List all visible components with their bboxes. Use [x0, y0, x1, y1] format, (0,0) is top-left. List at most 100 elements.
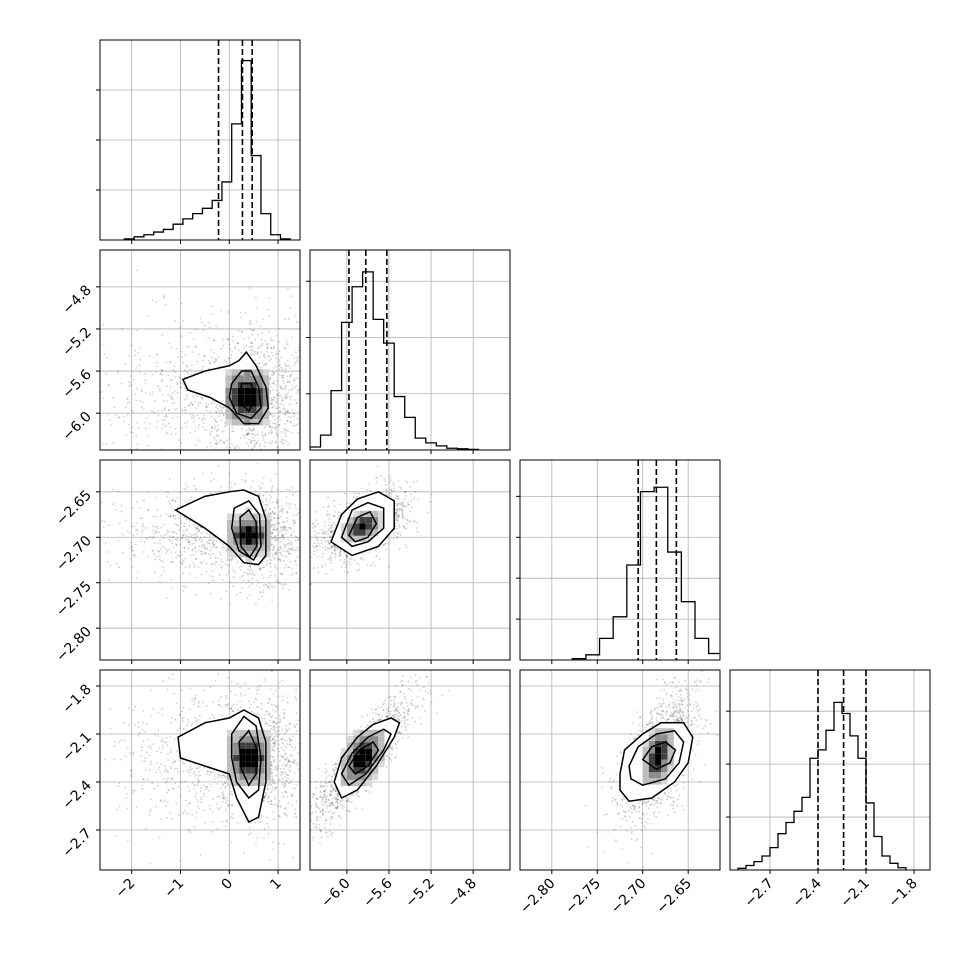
scatter-point [266, 559, 269, 562]
scatter-point [144, 382, 147, 385]
scatter-point [366, 563, 369, 566]
scatter-point [123, 739, 126, 742]
scatter-point [313, 525, 316, 528]
scatter-point [181, 537, 183, 540]
scatter-point [273, 725, 276, 728]
scatter-point [167, 422, 170, 425]
scatter-point [168, 342, 171, 345]
scatter-point [282, 756, 285, 758]
scatter-point [390, 492, 393, 495]
scatter-point [216, 546, 218, 549]
scatter-point [303, 441, 305, 443]
density-block [239, 526, 246, 533]
scatter-point [161, 708, 164, 710]
scatter-point [209, 432, 212, 435]
scatter-point [389, 479, 392, 481]
scatter-point [321, 532, 324, 535]
scatter-point [376, 476, 379, 479]
scatter-point [270, 347, 273, 350]
scatter-point [136, 570, 139, 573]
scatter-point [248, 565, 251, 568]
scatter-point [290, 793, 293, 796]
scatter-point [139, 346, 142, 349]
scatter-point [396, 531, 399, 534]
scatter-point [180, 442, 182, 444]
scatter-point [153, 553, 156, 555]
scatter-point [181, 408, 184, 411]
density-block [225, 406, 232, 413]
scatter-point [240, 351, 243, 354]
scatter-point [336, 559, 338, 561]
scatter-point [389, 488, 392, 491]
scatter-point [271, 756, 274, 758]
scatter-point [310, 583, 313, 585]
scatter-point [161, 545, 164, 547]
density-block [372, 510, 379, 517]
scatter-point [219, 439, 222, 442]
density-block [226, 513, 234, 520]
scatter-point [257, 581, 260, 584]
scatter-point [268, 562, 271, 565]
scatter-point [166, 431, 169, 434]
scatter-point [200, 553, 203, 556]
scatter-point [143, 541, 146, 543]
scatter-point [334, 546, 337, 549]
scatter-point [269, 479, 272, 482]
scatter-point [287, 409, 290, 412]
scatter-point [207, 770, 209, 773]
scatter-point [305, 542, 307, 544]
scatter-point [159, 559, 162, 562]
scatter-point [272, 546, 275, 549]
scatter-point [273, 404, 276, 407]
scatter-point [323, 352, 325, 354]
density-block [244, 394, 251, 401]
scatter-point [276, 434, 279, 437]
scatter-point [349, 563, 352, 566]
scatter-point [220, 407, 223, 410]
scatter-point [172, 369, 175, 372]
scatter-point [173, 523, 176, 526]
scatter-point [239, 317, 242, 320]
scatter-point [229, 347, 232, 350]
scatter-point [275, 440, 278, 443]
density-block [353, 535, 360, 542]
scatter-point [346, 506, 348, 509]
scatter-point [150, 808, 152, 811]
scatter-point [133, 378, 135, 381]
scatter-point [237, 329, 240, 332]
scatter-point [291, 804, 294, 806]
scatter-point [181, 762, 184, 765]
scatter-point [191, 395, 194, 398]
scatter-point [242, 434, 245, 437]
scatter-point [273, 507, 276, 509]
scatter-point [395, 519, 398, 522]
scatter-point [212, 552, 215, 555]
scatter-point [181, 383, 184, 385]
scatter-point [303, 495, 305, 497]
scatter-point [203, 324, 206, 327]
scatter-point [231, 467, 233, 469]
scatter-point [277, 735, 279, 737]
scatter-point [271, 416, 274, 419]
scatter-point [231, 817, 234, 820]
scatter-point [264, 340, 267, 342]
scatter-point [170, 346, 173, 349]
scatter-point [159, 580, 161, 583]
scatter-point [140, 390, 143, 393]
scatter-point [293, 787, 296, 790]
scatter-point [281, 533, 284, 536]
scatter-point [285, 543, 288, 546]
scatter-point [286, 359, 289, 362]
scatter-point [143, 500, 145, 503]
scatter-point [189, 413, 192, 416]
scatter-point [288, 743, 291, 745]
scatter-point [215, 540, 218, 543]
scatter-point [332, 521, 335, 524]
scatter-point [102, 343, 105, 346]
scatter-point [243, 337, 246, 340]
scatter-point [254, 452, 256, 454]
scatter-point [199, 402, 202, 405]
scatter-point [254, 338, 257, 341]
scatter-point [282, 388, 285, 390]
scatter-point [258, 568, 261, 570]
